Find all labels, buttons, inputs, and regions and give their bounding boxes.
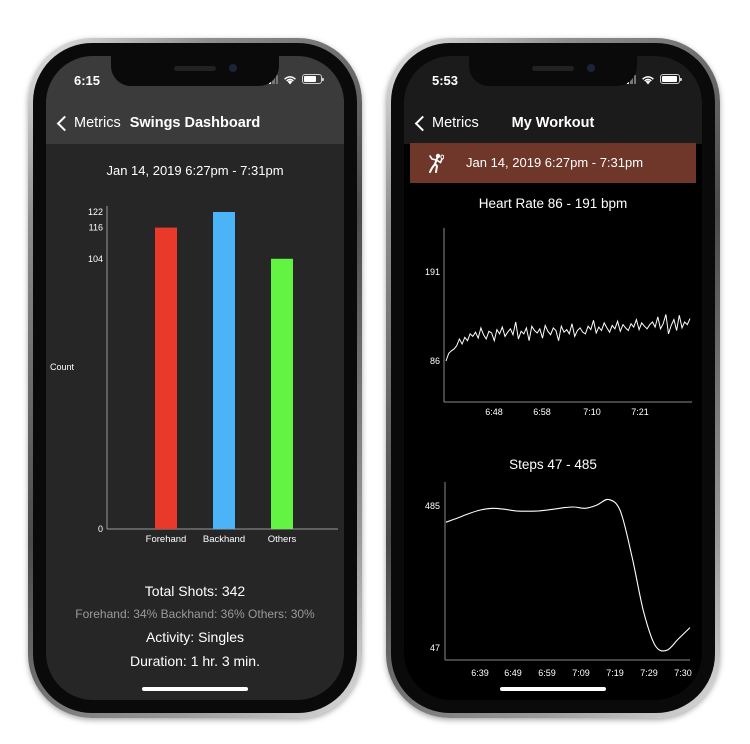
heart-rate-title: Heart Rate 86 - 191 bpm [478,196,628,211]
wifi-icon [642,75,654,84]
nav-bar: Metrics My Workout [404,112,702,140]
heart-rate-chart: 86 191 6:48 6:58 7:10 7:21 [425,228,692,416]
x-tick-label: 7:29 [640,668,658,678]
phone-my-workout: 5:53 Metrics My Workout [386,38,720,718]
y-tick-label: 191 [425,267,440,277]
phone-bezel: 6:15 Metrics Swings Dashboard Jan 14, 20… [33,43,357,713]
x-tick-label: 6:58 [533,407,551,416]
x-tick-label: Forehand [146,534,187,545]
activity-type: Activity: Singles [145,629,245,645]
session-duration: Duration: 1 hr. 3 min. [130,653,260,669]
workout-date-range: Jan 14, 2019 6:27pm - 7:31pm [466,155,644,170]
status-time: 5:53 [432,73,459,88]
total-shots: Total Shots: 342 [144,583,246,599]
y-tick-label: 485 [425,501,440,511]
x-tick-label: Backhand [203,534,245,545]
bar-backhand [213,212,235,529]
x-tick-label: 6:59 [538,668,556,678]
tennis-player-icon [429,153,444,173]
x-tick-label: 7:19 [606,668,624,678]
home-indicator[interactable] [142,687,248,691]
x-tick-label: 7:30 [674,668,692,678]
back-button[interactable]: Metrics [56,115,121,131]
back-label: Metrics [432,115,479,131]
date-range: Jan 14, 2019 6:27pm - 7:31pm [106,163,284,178]
front-camera [587,64,595,72]
steps-chart: 47 485 6:39 6:49 6:59 7:09 7:19 7:29 7:30 [425,482,692,678]
y-tick-label: 86 [430,356,440,366]
front-camera [229,64,237,72]
back-label: Metrics [74,115,121,131]
page-title: Swings Dashboard [129,115,261,131]
y-tick-label: 47 [430,643,440,653]
speaker-grill [532,66,574,71]
x-tick-label: 6:39 [471,668,489,678]
notch [469,56,637,86]
battery-icon [660,74,682,84]
y-tick-label: 0 [98,524,103,534]
y-axis-label: Count [50,362,75,372]
screen: 5:53 Metrics My Workout [404,56,702,700]
x-tick-label: 7:21 [631,407,649,416]
phone-swings-dashboard: 6:15 Metrics Swings Dashboard Jan 14, 20… [28,38,362,718]
x-tick-label: 6:49 [504,668,522,678]
bar-forehand [155,227,177,530]
workout-session-banner[interactable]: Jan 14, 2019 6:27pm - 7:31pm [410,143,696,183]
y-tick-label: 122 [88,207,103,217]
page-title: My Workout [511,115,595,131]
bar-others [271,258,293,529]
x-tick-label: 6:48 [485,407,503,416]
steps-line [445,498,691,652]
x-tick-label: Others [268,534,297,545]
status-time: 6:15 [74,73,101,88]
steps-title: Steps 47 - 485 [509,457,597,472]
heart-rate-line [445,314,691,362]
speaker-grill [174,66,216,71]
y-tick-label: 116 [89,223,103,233]
notch [111,56,279,86]
home-indicator[interactable] [500,687,606,691]
battery-icon [302,74,324,84]
shot-percentages: Forehand: 34% Backhand: 36% Others: 30% [75,607,315,621]
wifi-icon [284,75,296,84]
x-tick-label: 7:09 [572,668,590,678]
screen: 6:15 Metrics Swings Dashboard Jan 14, 20… [46,56,344,700]
nav-bar: Metrics Swings Dashboard [46,112,344,140]
phone-bezel: 5:53 Metrics My Workout [391,43,715,713]
y-tick-label: 104 [88,254,103,264]
x-tick-label: 7:10 [583,407,601,416]
swings-bar-chart: Count Forehand Backhand Others 0 104 116 122 [50,206,338,545]
back-button[interactable]: Metrics [414,115,479,131]
